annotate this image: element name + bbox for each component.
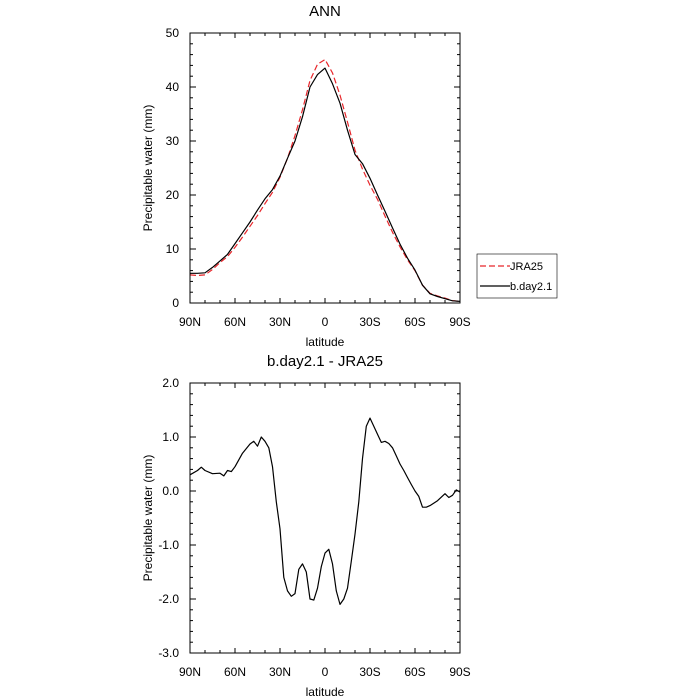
- y-tick-label: 2.0: [162, 376, 179, 390]
- panel-bottom-difference: b.day2.1 - JRA25 Precipitable water (mm)…: [141, 353, 471, 699]
- x-tick-label: 60N: [224, 315, 246, 329]
- panel-top-climatology: ANN Precipitable water (mm) latitude 90N…: [141, 3, 558, 349]
- y-tick-label: -3.0: [158, 646, 179, 660]
- axis-ticks: 90N 60N 30N 0 30S 60S 90S 2.0 1.0 0.0 -1.0 -2.0 -3.0: [158, 376, 470, 679]
- y-tick-label: -1.0: [158, 538, 179, 552]
- x-tick-label: 60S: [404, 665, 425, 679]
- legend-label-jra25: JRA25: [510, 261, 543, 273]
- y-axis-title: Precipitable water (mm): [141, 105, 155, 232]
- x-tick-label: 30N: [269, 665, 291, 679]
- y-tick-label: -2.0: [158, 592, 179, 606]
- series-layer: [189, 58, 461, 302]
- y-axis-title: Precipitable water (mm): [141, 455, 155, 582]
- y-tick-label: 1.0: [162, 430, 179, 444]
- series-line-difference: [189, 417, 461, 606]
- series-line-jra25: [189, 58, 461, 302]
- x-tick-label: 0: [322, 315, 329, 329]
- x-tick-label: 0: [322, 665, 329, 679]
- legend-label-bday21: b.day2.1: [510, 281, 552, 293]
- chart-title: ANN: [309, 3, 341, 20]
- x-tick-label: 60S: [404, 315, 425, 329]
- plot-frame: [189, 382, 461, 654]
- y-tick-label: 0.0: [162, 484, 179, 498]
- x-tick-label: 90S: [449, 315, 470, 329]
- x-tick-label: 90N: [179, 665, 201, 679]
- x-tick-label: 90N: [179, 315, 201, 329]
- chart-title: b.day2.1 - JRA25: [267, 353, 383, 370]
- x-tick-label: 90S: [449, 665, 470, 679]
- y-tick-label: 20: [166, 188, 180, 202]
- y-tick-label: 30: [166, 134, 180, 148]
- series-layer: [189, 417, 461, 606]
- plot-frame: [189, 32, 461, 304]
- x-tick-label: 30N: [269, 315, 291, 329]
- x-tick-label: 30S: [359, 315, 380, 329]
- x-tick-label: 30S: [359, 665, 380, 679]
- x-axis-title: latitude: [306, 335, 345, 349]
- y-tick-label: 10: [166, 242, 180, 256]
- x-axis-title: latitude: [306, 685, 345, 699]
- x-tick-label: 60N: [224, 665, 246, 679]
- series-line-bday21: [190, 67, 461, 302]
- legend: JRA25 b.day2.1: [476, 253, 558, 299]
- y-tick-label: 40: [166, 80, 180, 94]
- y-tick-label: 0: [172, 296, 179, 310]
- y-tick-label: 50: [166, 26, 180, 40]
- axis-ticks: 90N 60N 30N 0 30S 60S 90S 0 10 20 30 40 50: [166, 26, 471, 329]
- legend-box: [476, 253, 558, 299]
